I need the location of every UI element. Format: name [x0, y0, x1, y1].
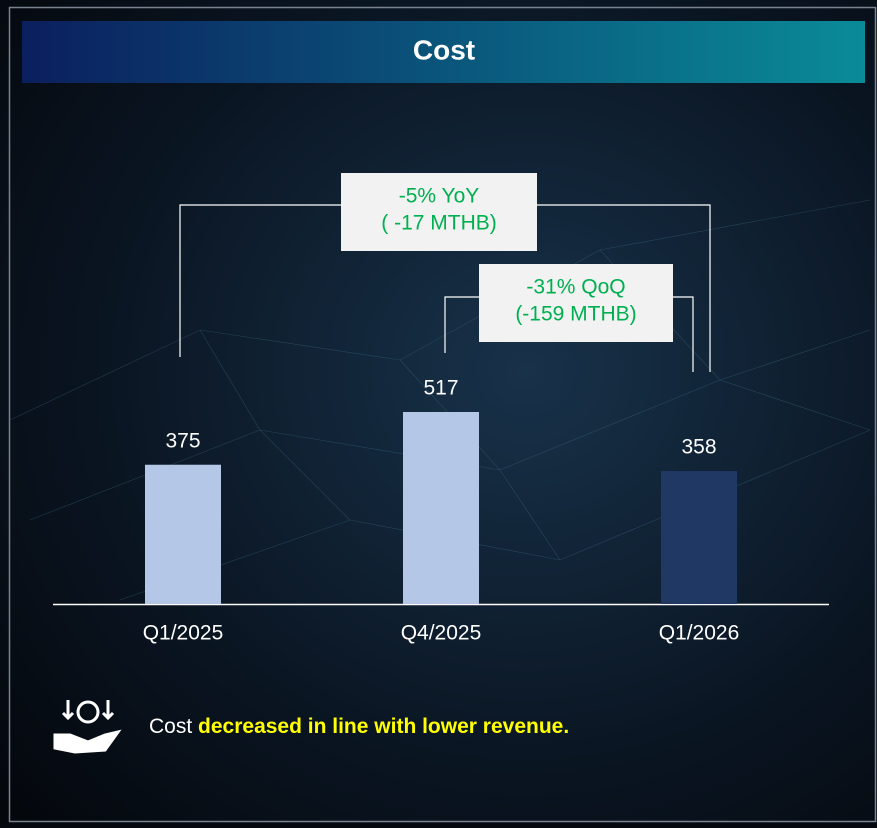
- x-tick-label: Q4/2025: [401, 622, 482, 645]
- callout-text: -31% QoQ: [526, 276, 625, 299]
- footer-text: Cost decreased in line with lower revenu…: [149, 715, 569, 738]
- value-label: 375: [165, 429, 200, 452]
- chart-title: Cost: [413, 34, 475, 65]
- footer-highlight: decreased in line with lower revenue.: [198, 715, 569, 738]
- callout-text: -5% YoY: [399, 185, 480, 208]
- x-tick-label: Q1/2025: [143, 622, 224, 645]
- background: [0, 0, 877, 823]
- slide: Cost Cost decreased in line with lower r…: [0, 0, 877, 823]
- callout-text: (-159 MTHB): [515, 303, 636, 326]
- bar: [403, 412, 479, 604]
- footer-lead: Cost: [149, 715, 192, 738]
- x-tick-label: Q1/2026: [659, 622, 740, 645]
- value-label: 358: [681, 436, 716, 459]
- callout-text: ( -17 MTHB): [381, 212, 497, 235]
- bar: [145, 465, 221, 604]
- value-label: 517: [423, 377, 458, 400]
- bar: [661, 471, 737, 604]
